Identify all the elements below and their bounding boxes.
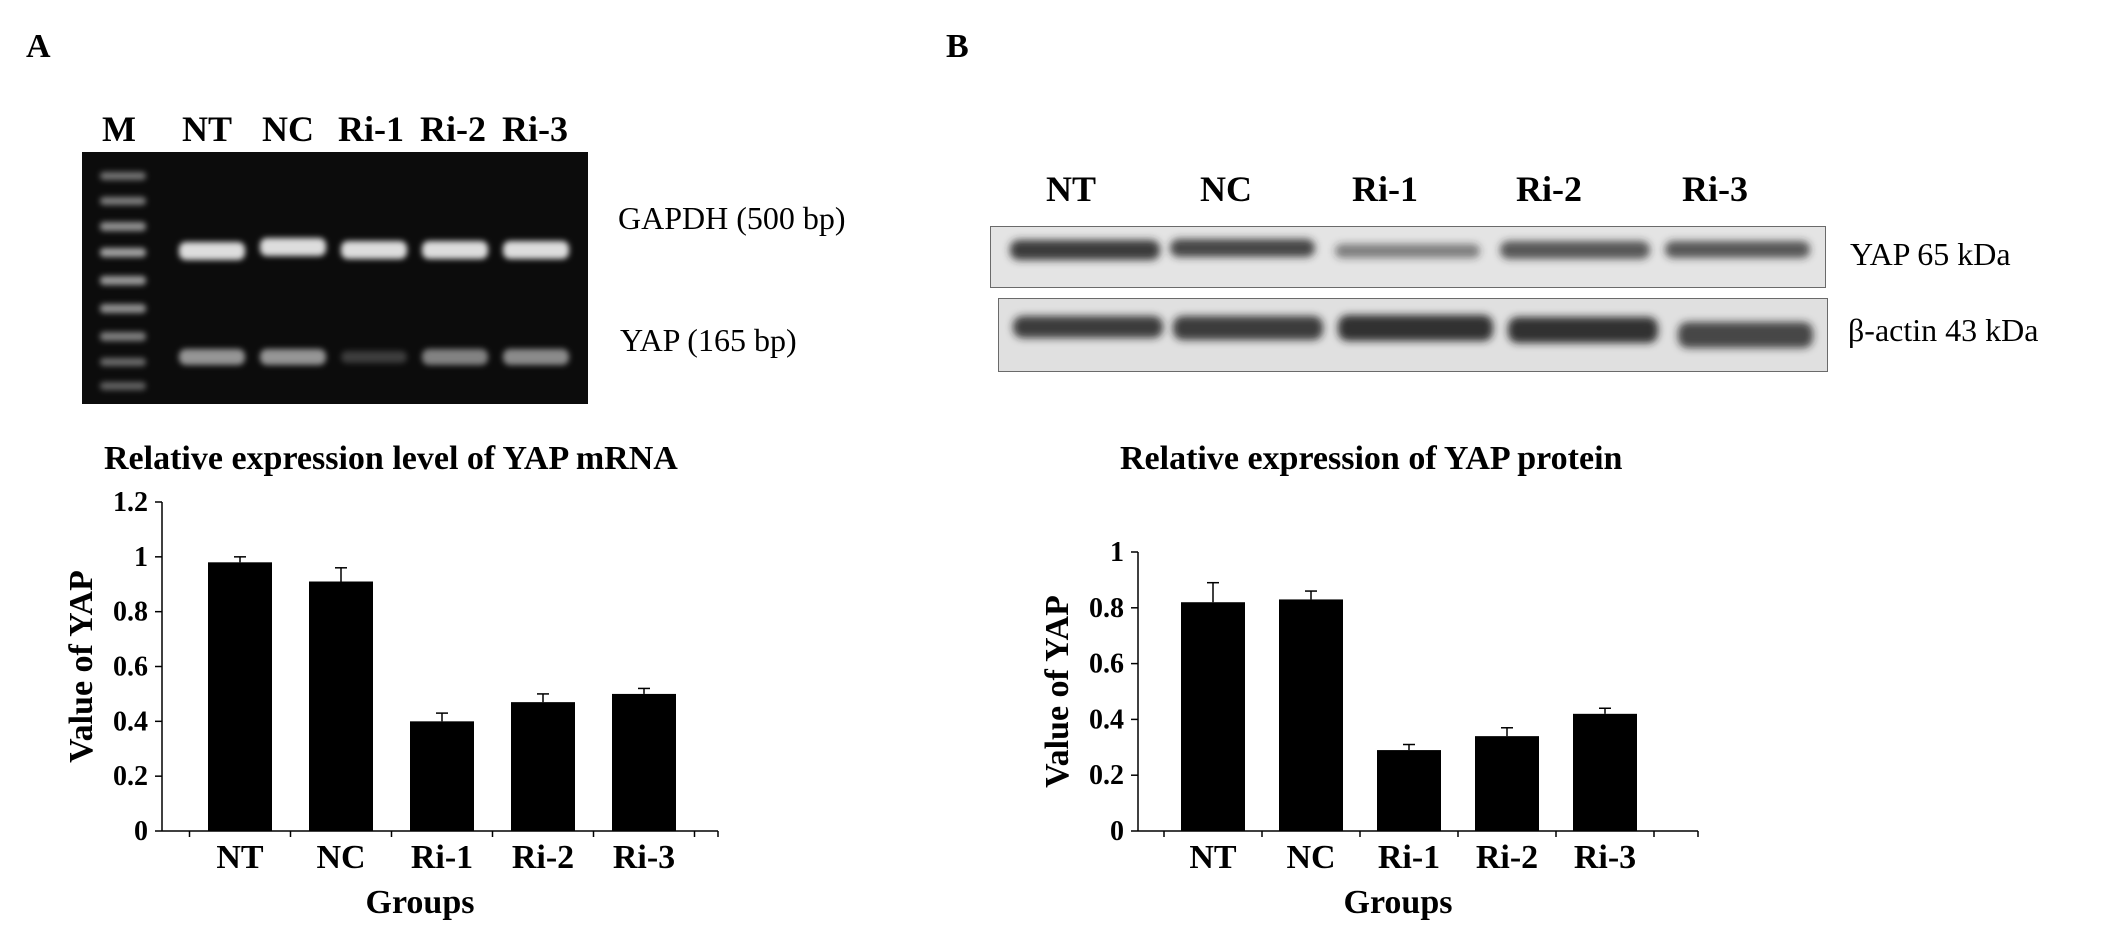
bar-ri-2	[511, 702, 575, 831]
y-tick-label: 0.6	[113, 652, 148, 683]
x-tick-label: Ri-3	[1574, 839, 1636, 876]
y-tick-label: 0.6	[1089, 649, 1124, 680]
x-axis-label: Groups	[1344, 884, 1453, 921]
gel-marker-ladder	[100, 172, 146, 390]
panel-b-letter: B	[946, 28, 969, 65]
y-tick-label: 0.8	[113, 597, 148, 628]
blot-actin-strip	[998, 298, 1828, 372]
x-tick-label: Ri-1	[411, 839, 473, 876]
gel-lane-label-nt: NT	[182, 109, 233, 149]
y-tick-label: 0.4	[113, 706, 148, 737]
blot-band-label-yap: YAP 65 kDa	[1850, 236, 2011, 272]
y-tick-label: 0	[134, 816, 148, 847]
x-tick-label: Ri-2	[512, 839, 574, 876]
gel-yap-bands	[179, 349, 569, 365]
gel-lane-label-ri3: Ri-3	[502, 109, 568, 149]
x-axis-label: Groups	[366, 884, 475, 921]
bar-ri-1	[1377, 750, 1441, 831]
panel-a-letter: A	[26, 28, 51, 65]
chart-a-title: Relative expression level of YAP mRNA	[104, 440, 678, 477]
y-tick-label: 0.4	[1089, 704, 1124, 735]
bar-ri-3	[1573, 713, 1637, 831]
chart-a: 0 0.2 0.4 0.6 0.8 1 1.2 NT NC Ri-1 Ri-2 Ri-3 Groups V…	[63, 487, 719, 921]
bar-nt	[208, 562, 272, 831]
gel-lane-label-nc: NC	[262, 109, 314, 149]
blot-band-label-actin: β-actin 43 kDa	[1848, 312, 2039, 348]
x-tick-label: NC	[1286, 839, 1335, 876]
gel-band-label-yap: YAP (165 bp)	[620, 322, 797, 358]
blot-lane-label-ri2: Ri-2	[1516, 169, 1582, 209]
x-tick-label: Ri-2	[1476, 839, 1538, 876]
y-tick-label: 1	[1110, 537, 1124, 568]
gel-lane-label-m: M	[102, 109, 136, 149]
bar-ri-1	[410, 721, 474, 831]
gel-lane-label-ri1: Ri-1	[338, 109, 404, 149]
gel-band-label-gapdh: GAPDH (500 bp)	[618, 200, 846, 236]
blot-lane-label-ri3: Ri-3	[1682, 169, 1748, 209]
blot-yap-strip	[990, 226, 1826, 288]
gel-gapdh-bands	[179, 238, 569, 260]
x-tick-label: NT	[216, 839, 264, 876]
x-tick-label: NC	[316, 839, 365, 876]
y-tick-label: 0.8	[1089, 593, 1124, 624]
blot-lane-label-nt: NT	[1046, 169, 1097, 209]
x-tick-label: Ri-3	[613, 839, 675, 876]
bar-ri-2	[1475, 736, 1539, 831]
blot-lane-label-ri1: Ri-1	[1352, 169, 1418, 209]
chart-b: 0 0.2 0.4 0.6 0.8 1 NT NC Ri-1 Ri-2 Ri-3 Groups Valu…	[1039, 537, 1699, 921]
gel-image	[82, 152, 588, 404]
chart-b-title: Relative expression of YAP protein	[1120, 440, 1623, 477]
y-tick-label: 1.2	[113, 487, 148, 518]
y-tick-label: 0	[1110, 816, 1124, 847]
gel-lane-label-ri2: Ri-2	[420, 109, 486, 149]
bar-nc	[309, 581, 373, 831]
x-tick-label: Ri-1	[1378, 839, 1440, 876]
blot-lane-label-nc: NC	[1200, 169, 1252, 209]
y-axis-label: Value of YAP	[1039, 595, 1076, 788]
y-tick-label: 0.2	[113, 761, 148, 792]
y-axis-label: Value of YAP	[63, 570, 100, 763]
x-tick-label: NT	[1189, 839, 1237, 876]
bar-nt	[1181, 602, 1245, 831]
bar-ri-3	[612, 693, 676, 831]
bar-nc	[1279, 599, 1343, 831]
y-tick-label: 0.2	[1089, 760, 1124, 791]
y-tick-label: 1	[134, 542, 148, 573]
